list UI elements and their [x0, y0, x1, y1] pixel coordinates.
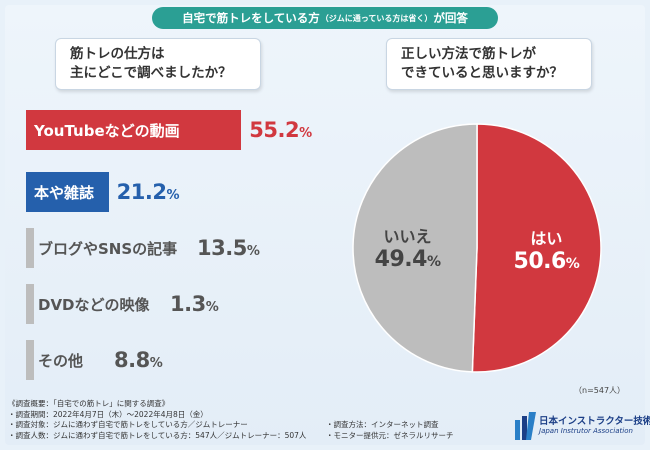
pie-slice — [352, 123, 478, 373]
pie-label-no-name: いいえ — [383, 226, 432, 246]
header-title: 自宅で筋トレをしている方 （ジムに通っている方は省く） が回答 — [152, 7, 498, 29]
question-1-line2: 主にどこで調べましたか？ — [70, 65, 232, 81]
bar-value-number: 1.3 — [170, 292, 206, 316]
footnote-period: ・調査期間：2022年4月7日（木）〜2022年4月8日（金） — [8, 409, 208, 419]
footnote-provider: ・モニター提供元：ゼネラルリサーチ — [326, 430, 454, 440]
bar-value-label: 55.2% — [249, 118, 312, 142]
bar-value-number: 8.8 — [114, 348, 150, 372]
bar-value-number: 13.5 — [197, 236, 247, 260]
bar-category-label: その他 — [38, 351, 84, 370]
question-2-line2: できていると思いますか？ — [401, 65, 563, 81]
footnote-count: ・調査人数：ジムに通わず自宅で筋トレをしている方：547人／ジムトレーナー：50… — [8, 430, 307, 440]
header-title-main: 自宅で筋トレをしている方 — [182, 11, 320, 25]
bar: その他 — [26, 340, 106, 380]
pie-label-yes-name: はい — [530, 229, 563, 249]
bar-value-pct-sign: % — [149, 356, 163, 371]
question-1-line1: 筋トレの仕方は — [70, 46, 165, 62]
bar-value-label: 1.3% — [170, 292, 219, 316]
bar-category-label: 本や雑誌 — [34, 183, 95, 202]
pie-label-yes: はい 50.6% — [506, 225, 586, 274]
bar: ブログやSNSの記事 — [26, 228, 189, 268]
bar-category-label: ブログやSNSの記事 — [38, 239, 178, 258]
pie-label-no: いいえ 49.4% — [368, 223, 448, 272]
footnotes-left: 《調査概要：「自宅での筋トレ」に関する調査》 ・調査期間：2022年4月7日（木… — [8, 399, 306, 441]
pie-label-no-pct-sign: % — [426, 253, 441, 270]
logo-name-jp: 日本インストラクター技術協会 — [539, 416, 650, 427]
association-logo: 日本インストラクター技術協会 Japan Instrutor Associati… — [512, 410, 650, 444]
bar-value-label: 8.8% — [114, 348, 163, 372]
bar-category-label: DVDなどの映像 — [38, 295, 150, 314]
footnote-target: ・調査対象：ジムに通わず自宅で筋トレをしている方／ジムトレーナー — [8, 420, 248, 430]
pie-slice — [471, 123, 602, 373]
question-1-box: 筋トレの仕方は 主にどこで調べましたか？ — [55, 38, 261, 90]
footnote-method: ・調査方法：インターネット調査 — [326, 420, 439, 429]
bar-value-number: 21.2 — [116, 180, 167, 204]
bar-value-pct-sign: % — [166, 188, 180, 203]
logo-mark-icon — [515, 412, 536, 440]
bar-category-label: YouTubeなどの動画 — [34, 121, 180, 140]
bar-value-label: 13.5% — [197, 236, 260, 260]
bar-value-pct-sign: % — [205, 300, 219, 315]
footnote-overview: 《調査概要：「自宅での筋トレ」に関する調査》 — [8, 399, 170, 408]
bar-value-pct-sign: % — [246, 244, 260, 259]
bar-value-label: 21.2% — [116, 180, 180, 204]
pie-label-yes-pct-sign: % — [565, 256, 580, 273]
bar-value-pct-sign: % — [299, 126, 312, 141]
header-title-small: （ジムに通っている方は省く） — [320, 13, 433, 23]
pie-label-yes-value: 50.6 — [513, 249, 567, 275]
bar-value-number: 55.2 — [249, 118, 300, 142]
pie-label-no-value: 49.4 — [374, 246, 428, 272]
header-title-tail: が回答 — [433, 11, 468, 25]
question-2-line1: 正しい方法で筋トレが — [401, 46, 536, 62]
footnotes-right: ・調査方法：インターネット調査 ・モニター提供元：ゼネラルリサーチ — [326, 420, 454, 441]
bar: 本や雑誌 — [26, 172, 109, 212]
question-2-box: 正しい方法で筋トレが できていると思いますか？ — [386, 38, 592, 90]
sample-size: （n=547人） — [574, 386, 626, 395]
bar: DVDなどの映像 — [26, 284, 162, 324]
logo-name-en: Japan Instrutor Association — [539, 427, 633, 435]
bar: YouTubeなどの動画 — [26, 110, 242, 150]
